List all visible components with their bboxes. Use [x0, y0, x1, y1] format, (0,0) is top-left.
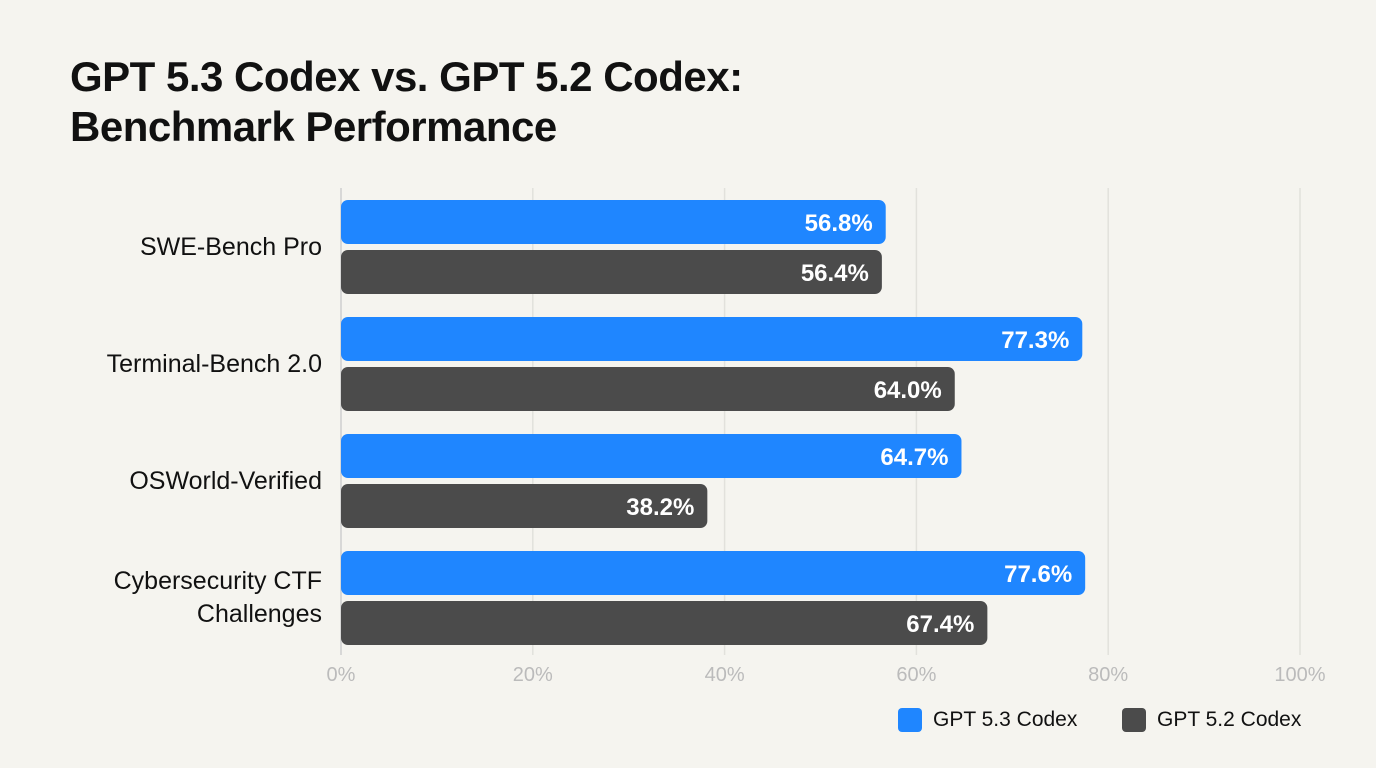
bar-gpt-5-3 — [341, 551, 1086, 595]
bar-gpt-5-3 — [341, 434, 962, 478]
bar-gpt-5-3 — [341, 200, 886, 244]
bar-value-label: 77.6% — [1004, 561, 1072, 588]
bar-gpt-5-2 — [341, 367, 955, 411]
bar-gpt-5-3 — [341, 317, 1083, 361]
bar-gpt-5-2 — [341, 484, 708, 528]
bar-gpt-5-2 — [341, 250, 882, 294]
category-label: Terminal-Bench 2.0 — [106, 349, 322, 378]
bar-value-label: 38.2% — [626, 494, 694, 521]
bar-value-label: 67.4% — [906, 611, 974, 638]
category-label: Cybersecurity CTF Challenges — [113, 567, 322, 628]
x-tick-label: 20% — [512, 664, 553, 686]
legend-label: GPT 5.3 Codex — [933, 708, 1078, 731]
legend-swatch — [898, 708, 922, 732]
legend-item-gpt-5-2: GPT 5.2 Codex — [1122, 708, 1301, 732]
bar-value-label: 56.8% — [805, 210, 873, 237]
x-tick-label: 40% — [704, 664, 745, 686]
x-tick-label: 80% — [1088, 664, 1129, 686]
chart-title: GPT 5.3 Codex vs. GPT 5.2 Codex: Benchma… — [70, 53, 743, 150]
legend-swatch — [1122, 708, 1146, 732]
x-tick-label: 0% — [326, 664, 356, 686]
bar-value-label: 77.3% — [1001, 327, 1069, 354]
category-label: OSWorld-Verified — [129, 466, 322, 495]
legend-item-gpt-5-3: GPT 5.3 Codex — [898, 708, 1077, 732]
bar-value-label: 56.4% — [801, 260, 869, 287]
bar-value-label: 64.0% — [874, 377, 942, 404]
x-tick-label: 60% — [896, 664, 937, 686]
bar-value-label: 64.7% — [880, 444, 948, 471]
category-label: SWE-Bench Pro — [139, 232, 322, 261]
bar-gpt-5-2 — [341, 601, 988, 645]
legend-label: GPT 5.2 Codex — [1157, 708, 1302, 731]
x-tick-label: 100% — [1274, 664, 1326, 686]
